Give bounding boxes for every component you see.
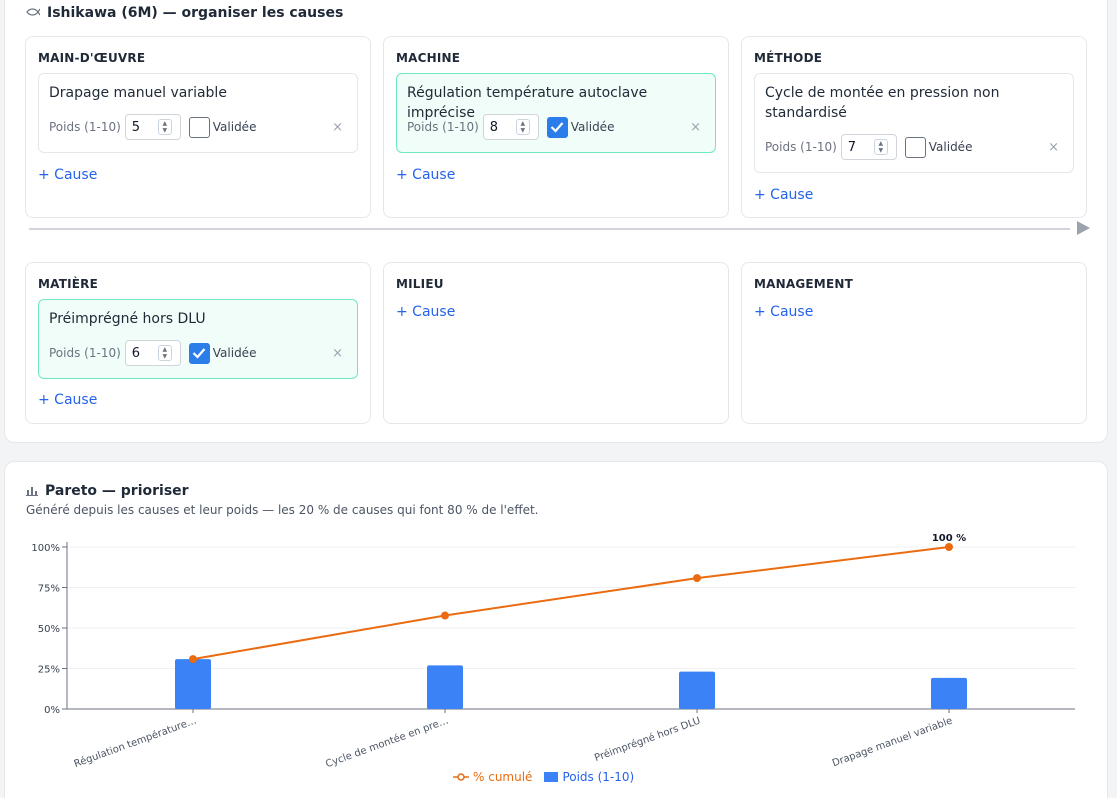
stepper-arrows-icon[interactable]: ▲ ▼ — [873, 139, 888, 155]
x-tick-label: Régulation température… — [72, 715, 198, 771]
weight-label: Poids (1-10) — [49, 120, 121, 134]
category-card-management: MANAGEMENT + Cause — [741, 262, 1087, 424]
validated-label: Validée — [928, 140, 973, 154]
y-tick-label: 50% — [38, 624, 60, 635]
cause-controls: Poids (1-10) 5 ▲ ▼ Validée × — [49, 114, 347, 140]
validated-checkbox[interactable] — [188, 116, 210, 138]
validated-label: Validée — [212, 120, 257, 134]
check-icon — [550, 122, 564, 133]
cause-text[interactable]: Régulation température autoclave impréci… — [407, 85, 648, 121]
validated-checkbox[interactable] — [546, 116, 568, 138]
weight-stepper[interactable]: 7 ▲ ▼ — [840, 134, 897, 160]
remove-cause-icon[interactable]: × — [1048, 139, 1059, 155]
weight-label: Poids (1-10) — [407, 120, 479, 134]
fishbone-spine — [29, 228, 1070, 230]
ishikawa-panel: Ishikawa (6M) — organiser les causes MAI… — [4, 0, 1108, 443]
chart-legend: % cumulé Poids (1-10) — [453, 770, 634, 784]
weight-value: 7 — [847, 139, 857, 155]
legend-line-swatch-icon — [453, 773, 469, 781]
weight-stepper[interactable]: 8 ▲ ▼ — [482, 114, 539, 140]
cumulative-line — [192, 546, 950, 661]
validated-checkbox[interactable] — [188, 342, 210, 364]
bar-3 — [679, 671, 715, 709]
category-label: MATIÈRE — [38, 277, 98, 291]
cause-card: Régulation température autoclave impréci… — [396, 73, 716, 153]
legend-item-weight[interactable]: Poids (1-10) — [544, 770, 634, 784]
category-card-main-doeuvre: MAIN-D'ŒUVRE Drapage manuel variable Poi… — [25, 36, 371, 218]
data-label-100: 100 % — [932, 533, 966, 544]
cause-card: Drapage manuel variable Poids (1-10) 5 ▲ ▼… — [38, 73, 358, 153]
pareto-title-row: Pareto — prioriser — [26, 483, 189, 499]
category-label: MAIN-D'ŒUVRE — [38, 51, 146, 65]
category-card-machine: MACHINE Régulation température autoclave… — [383, 36, 729, 218]
weight-value: 6 — [131, 345, 141, 361]
cause-text[interactable]: Cycle de montée en pression non standard… — [765, 85, 1000, 121]
legend-item-cumulative[interactable]: % cumulé — [453, 770, 532, 784]
validated-label: Validée — [212, 346, 257, 360]
add-cause-button[interactable]: + Cause — [396, 304, 456, 320]
x-tick-label: Préimprégné hors DLU — [593, 715, 702, 765]
cause-controls: Poids (1-10) 7 ▲ ▼ Validée × — [765, 134, 1063, 160]
category-card-matiere: MATIÈRE Préimprégné hors DLU Poids (1-10… — [25, 262, 371, 424]
category-card-methode: MÉTHODE Cycle de montée en pression non … — [741, 36, 1087, 218]
add-cause-button[interactable]: + Cause — [754, 187, 814, 203]
bar-chart-icon — [26, 484, 38, 499]
spine-arrow-icon — [1077, 221, 1090, 235]
x-tick-label: Drapage manuel variable — [831, 715, 954, 769]
stepper-arrows-icon[interactable]: ▲ ▼ — [157, 345, 172, 361]
cause-card: Cycle de montée en pression non standard… — [754, 73, 1074, 173]
stepper-arrows-icon[interactable]: ▲ ▼ — [157, 119, 172, 135]
x-tick-label: Cycle de montée en pre… — [324, 715, 450, 771]
category-label: MILIEU — [396, 277, 444, 291]
weight-stepper[interactable]: 5 ▲ ▼ — [124, 114, 181, 140]
validated-checkbox[interactable] — [904, 136, 926, 158]
add-cause-button[interactable]: + Cause — [396, 167, 456, 183]
bar-2 — [427, 665, 463, 709]
fish-icon — [26, 6, 41, 20]
add-cause-button[interactable]: + Cause — [754, 304, 814, 320]
y-tick-label: 75% — [38, 584, 60, 595]
cause-controls: Poids (1-10) 8 ▲ ▼ Validée × — [407, 114, 705, 140]
remove-cause-icon[interactable]: × — [332, 119, 343, 135]
cause-controls: Poids (1-10) 6 ▲ ▼ Validée × — [49, 340, 347, 366]
weight-value: 5 — [131, 119, 141, 135]
bar-4 — [931, 677, 967, 709]
remove-cause-icon[interactable]: × — [332, 345, 343, 361]
pareto-subtitle: Généré depuis les causes et leur poids —… — [26, 503, 539, 517]
cumulative-point-4 — [945, 543, 953, 551]
weight-stepper[interactable]: 6 ▲ ▼ — [124, 340, 181, 366]
remove-cause-icon[interactable]: × — [690, 119, 701, 135]
category-label: MACHINE — [396, 51, 461, 65]
y-tick-label: 0% — [44, 705, 60, 716]
add-cause-button[interactable]: + Cause — [38, 167, 98, 183]
stepper-arrows-icon[interactable]: ▲ ▼ — [515, 119, 530, 135]
pareto-title: Pareto — prioriser — [45, 483, 189, 499]
cause-card: Préimprégné hors DLU Poids (1-10) 6 ▲ ▼ Va… — [38, 299, 358, 379]
cumulative-point-2 — [441, 611, 449, 620]
cause-text[interactable]: Drapage manuel variable — [49, 85, 227, 101]
add-cause-button[interactable]: + Cause — [38, 392, 98, 408]
legend-label: % cumulé — [473, 770, 533, 784]
validated-label: Validée — [570, 120, 615, 134]
category-label: MANAGEMENT — [754, 277, 853, 291]
y-tick-label: 25% — [38, 665, 60, 676]
weight-label: Poids (1-10) — [49, 346, 121, 360]
legend-label: Poids (1-10) — [562, 770, 635, 784]
weight-label: Poids (1-10) — [765, 140, 837, 154]
cumulative-point-1 — [189, 655, 197, 664]
category-label: MÉTHODE — [754, 51, 823, 65]
y-tick-label: 100% — [31, 543, 60, 554]
pareto-panel: Pareto — prioriser Généré depuis les cau… — [4, 461, 1108, 798]
pareto-chart: 0% 25% 50% 75% 100% 100 % Régulation températu… — [31, 533, 1075, 771]
ishikawa-title: Ishikawa (6M) — organiser les causes — [47, 5, 344, 21]
weight-value: 8 — [489, 119, 499, 135]
legend-bar-swatch-icon — [544, 772, 559, 782]
cause-text[interactable]: Préimprégné hors DLU — [49, 311, 206, 327]
bar-1 — [175, 659, 211, 709]
ishikawa-title-row: Ishikawa (6M) — organiser les causes — [26, 5, 343, 21]
check-icon — [192, 348, 206, 359]
category-card-milieu: MILIEU + Cause — [383, 262, 729, 424]
cumulative-point-3 — [693, 574, 701, 583]
